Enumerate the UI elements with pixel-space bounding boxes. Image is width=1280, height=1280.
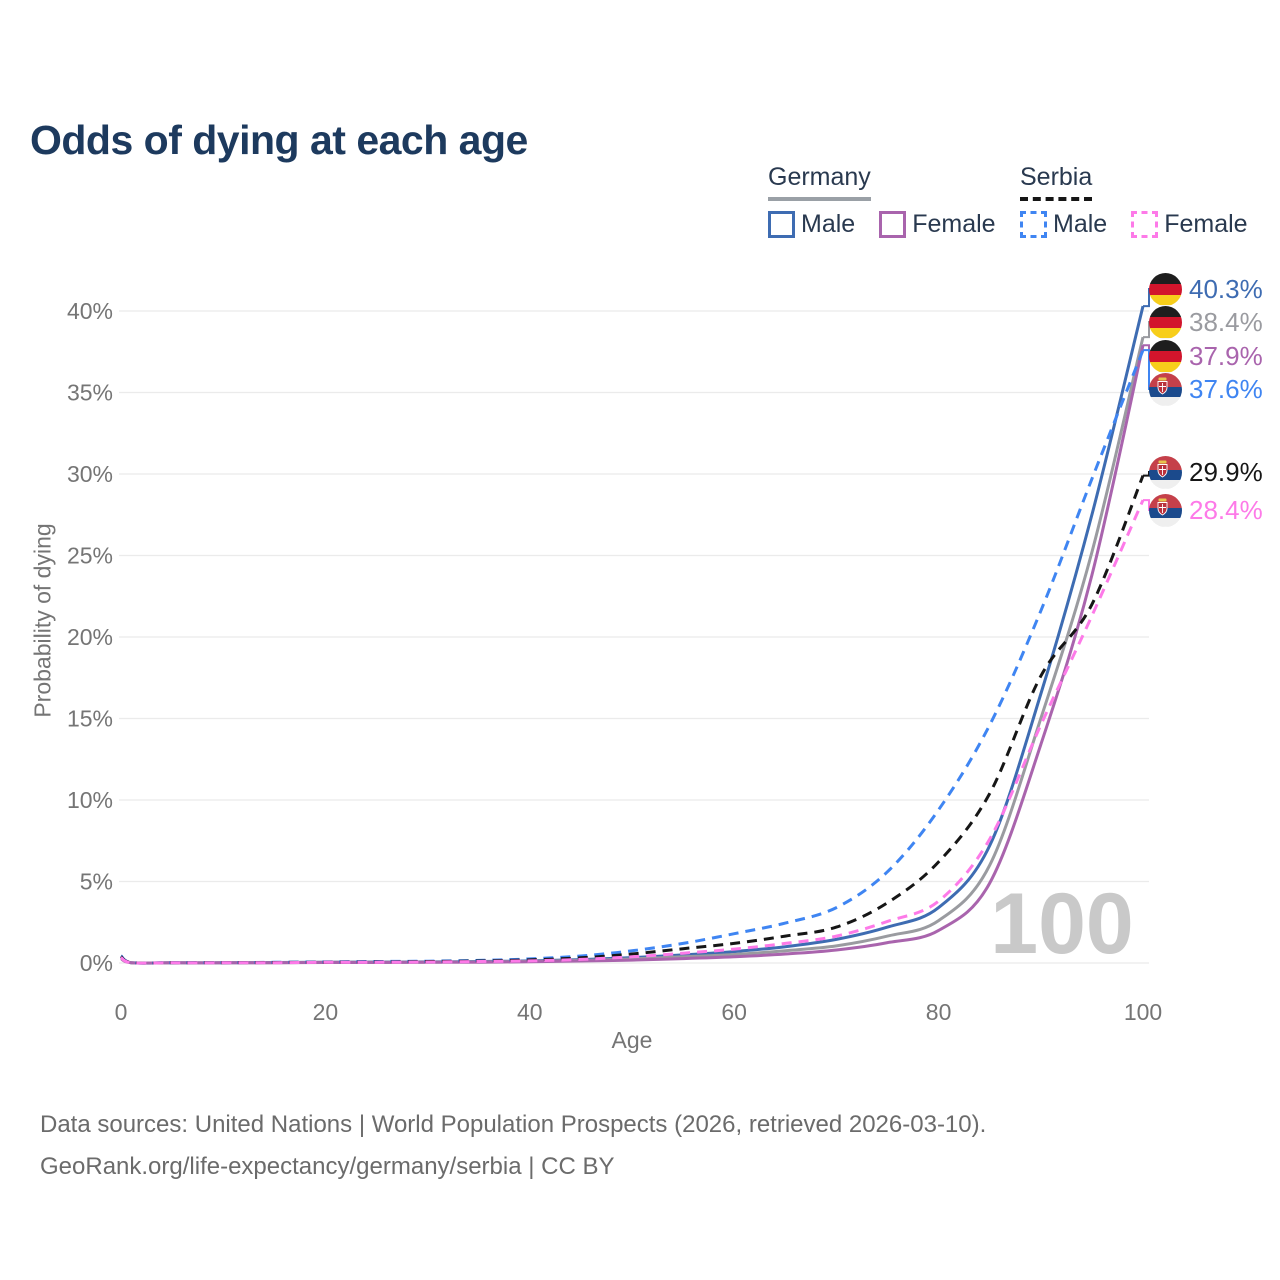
end-label-value: 38.4% — [1189, 306, 1263, 337]
legend-item-label: Female — [912, 210, 996, 238]
page-title: Odds of dying at each age — [30, 117, 528, 164]
legend-country-serbia: Serbia — [1020, 163, 1093, 201]
end-label-germany-female: 37.9% — [1149, 339, 1263, 373]
x-axis-title: Age — [612, 1027, 653, 1053]
legend-country-germany: Germany — [768, 163, 871, 201]
y-tick-label: 30% — [67, 461, 113, 487]
x-tick-label: 20 — [313, 999, 339, 1025]
x-tick-label: 100 — [1124, 999, 1162, 1025]
attribution-line: GeoRank.org/life-expectancy/germany/serb… — [40, 1153, 615, 1180]
legend-item-label: Female — [1164, 210, 1248, 238]
series-line-serbia-male — [119, 349, 1145, 965]
legend-item-germany-male: Male — [768, 210, 855, 239]
germany-flag-icon — [1149, 305, 1182, 339]
end-label-value: 37.9% — [1189, 340, 1263, 371]
footer: Data sources: United Nations | World Pop… — [40, 1104, 986, 1188]
serbia-male-swatch-icon — [1020, 211, 1047, 238]
y-tick-label: 20% — [67, 624, 113, 650]
serbia-flag-icon — [1149, 455, 1182, 489]
series-line-germany-both-sexes — [120, 336, 1145, 965]
y-tick-label: 5% — [80, 869, 113, 895]
x-tick-label: 40 — [517, 999, 543, 1025]
legend-item-label: Male — [801, 210, 856, 238]
serbia-flag-icon — [1149, 493, 1182, 527]
end-label-germany-both: 38.4% — [1149, 305, 1263, 339]
germany-female-swatch-icon — [879, 211, 907, 238]
series-line-serbia-female — [120, 499, 1145, 965]
germany-male-swatch-icon — [768, 211, 795, 238]
data-sources-line: Data sources: United Nations | World Pop… — [40, 1111, 987, 1138]
y-tick-label: 25% — [67, 543, 113, 569]
serbia-flag-icon — [1149, 372, 1182, 406]
end-label-serbia-female: 28.4% — [1149, 493, 1263, 527]
end-label-value: 28.4% — [1189, 494, 1263, 525]
y-tick-label: 0% — [80, 950, 113, 976]
end-label-value: 29.9% — [1189, 456, 1263, 487]
y-tick-label: 40% — [67, 298, 113, 324]
end-label-value: 37.6% — [1189, 373, 1263, 404]
legend-item-serbia-female: Female — [1131, 210, 1248, 239]
legend-group-serbia: Serbia Male Female — [1020, 163, 1248, 239]
y-tick-label: 10% — [67, 787, 113, 813]
end-label-serbia-both: 29.9% — [1149, 455, 1263, 489]
legend-item-germany-female: Female — [879, 210, 996, 239]
serbia-female-swatch-icon — [1131, 211, 1159, 238]
series-line-germany-female — [120, 344, 1145, 965]
x-tick-label: 80 — [926, 999, 952, 1025]
y-tick-label: 35% — [67, 380, 113, 406]
end-label-germany-male: 40.3% — [1149, 272, 1263, 306]
age-watermark: 100 — [990, 876, 1134, 972]
y-tick-label: 15% — [67, 706, 113, 732]
legend-item-serbia-male: Male — [1020, 210, 1107, 239]
end-label-serbia-male: 37.6% — [1149, 372, 1263, 406]
x-tick-label: 0 — [115, 999, 128, 1025]
germany-flag-icon — [1149, 272, 1182, 306]
legend-item-label: Male — [1053, 210, 1108, 238]
y-axis-title: Probability of dying — [29, 523, 56, 718]
legend-group-germany: Germany Male Female — [768, 163, 996, 239]
germany-flag-icon — [1149, 339, 1182, 373]
end-label-value: 40.3% — [1189, 273, 1263, 304]
x-tick-label: 60 — [721, 999, 747, 1025]
